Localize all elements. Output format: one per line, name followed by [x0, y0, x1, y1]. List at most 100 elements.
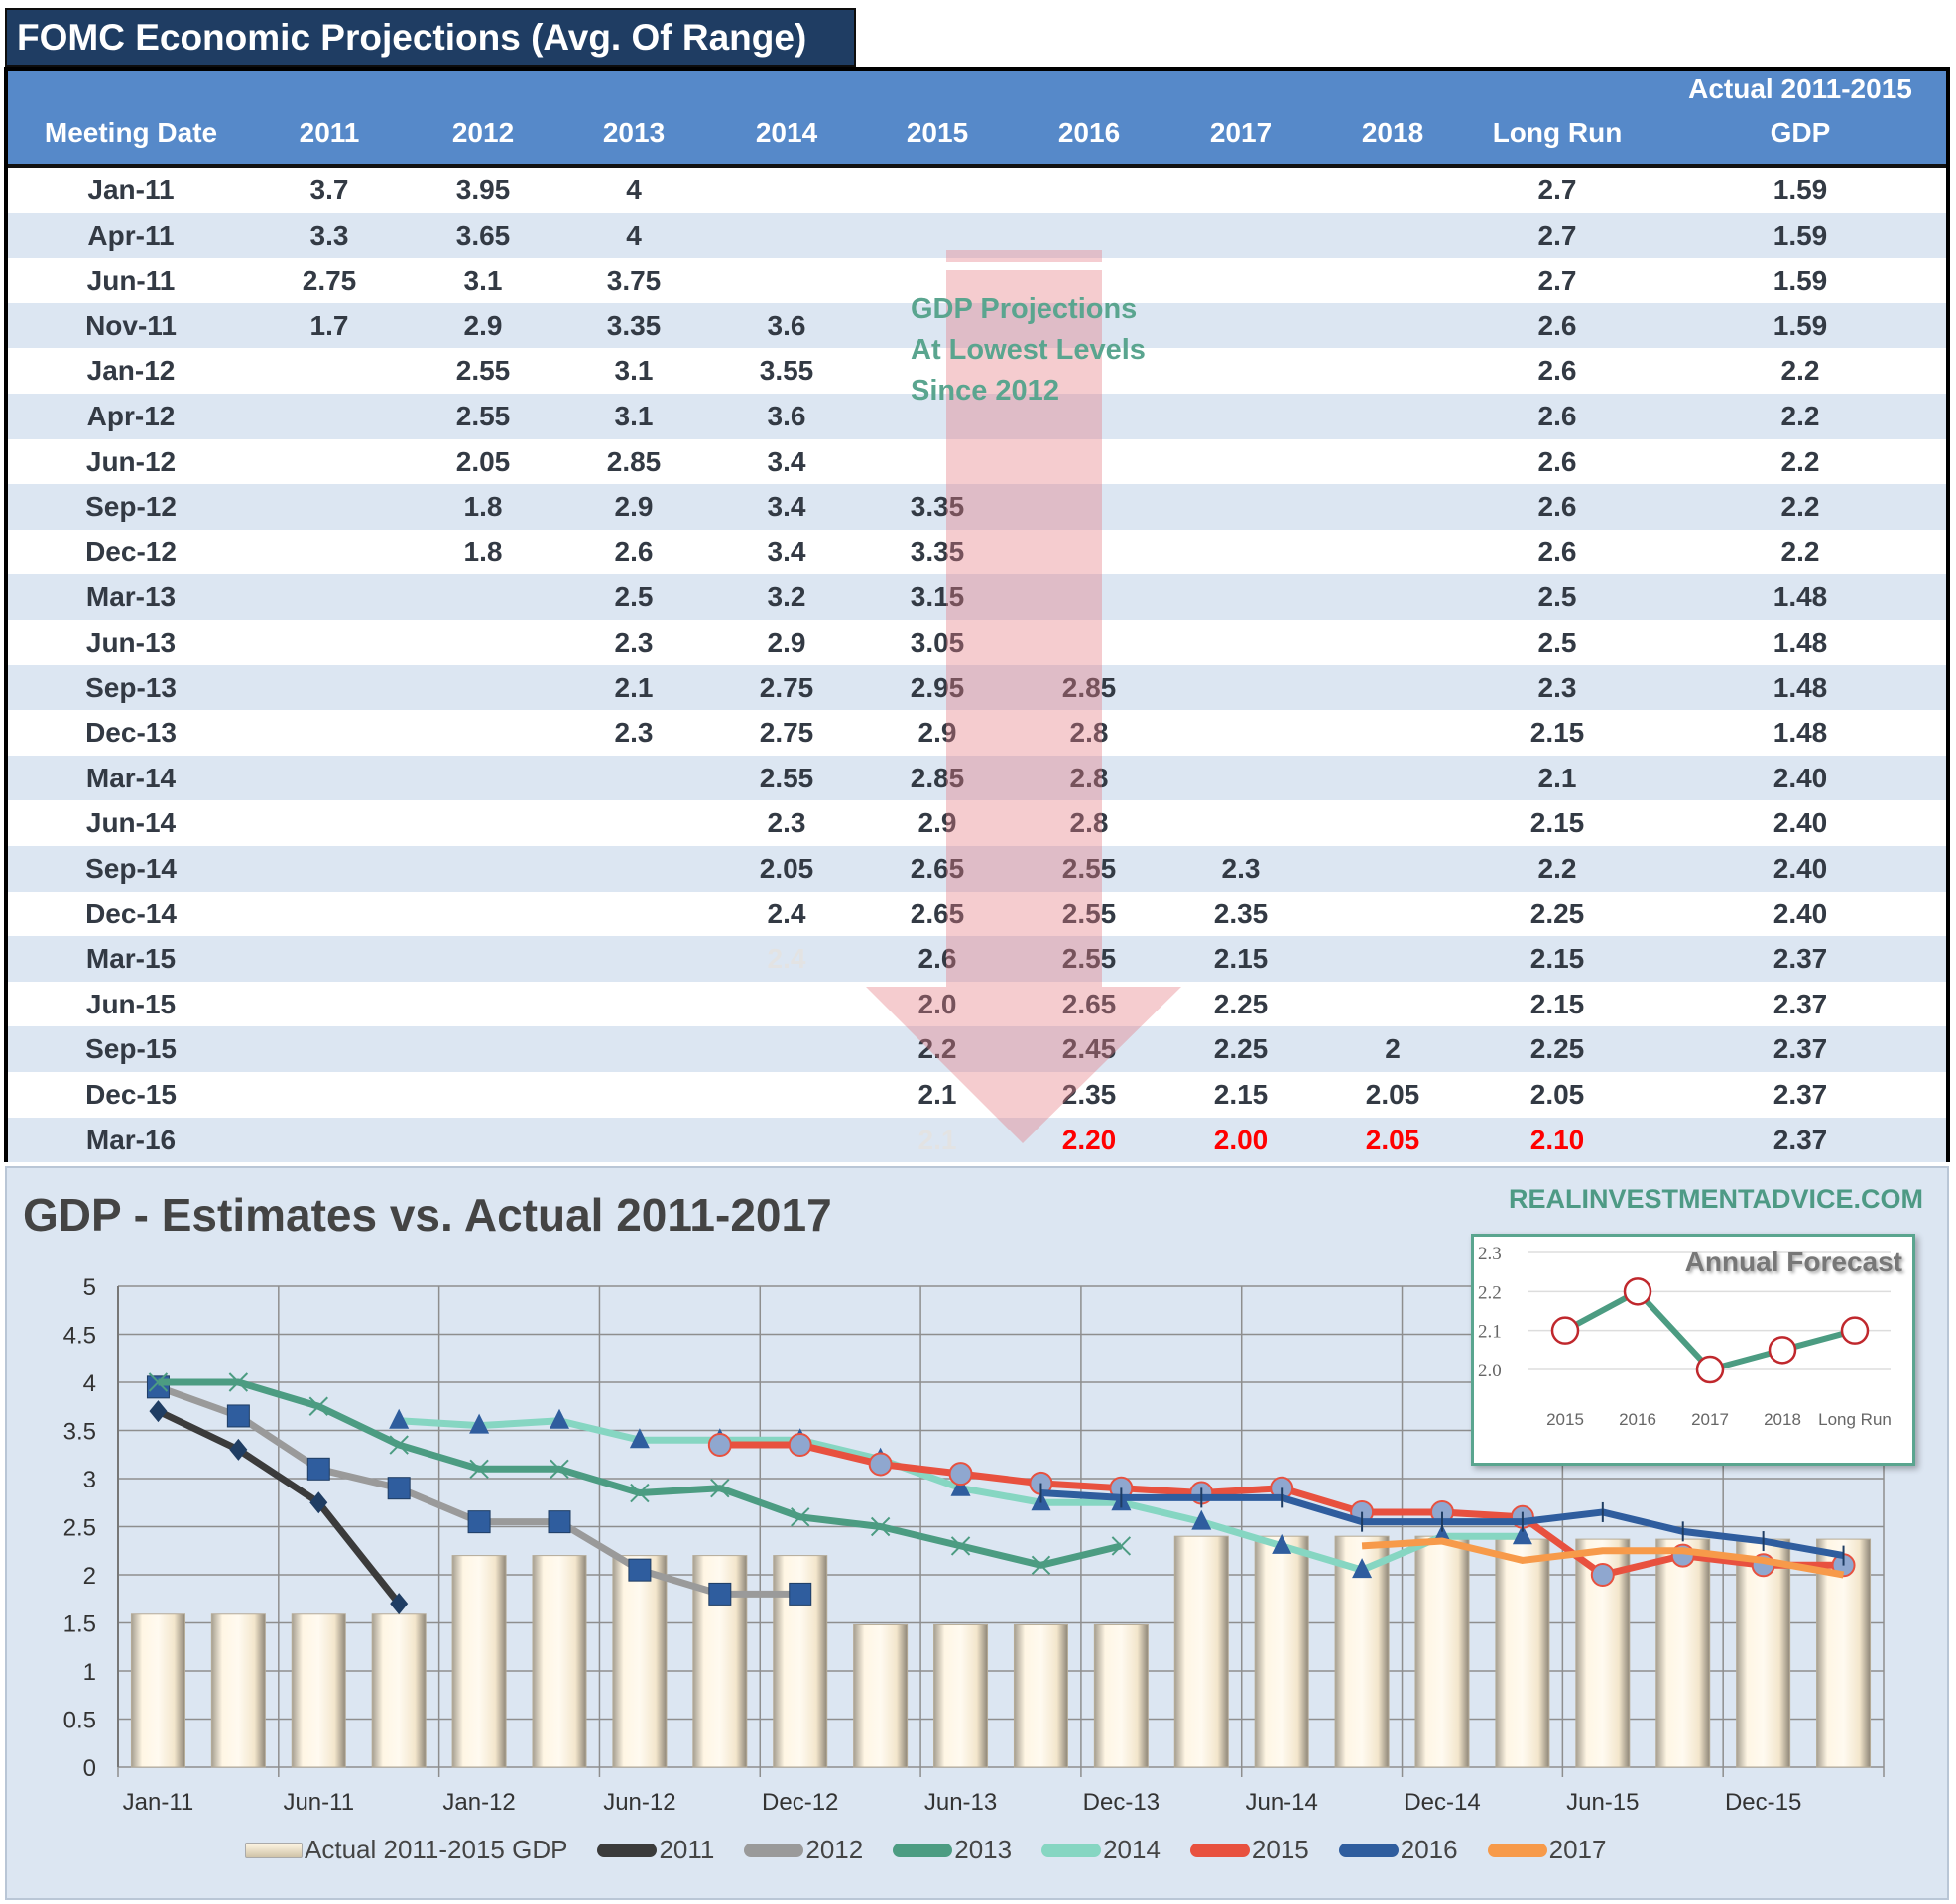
legend-item: 2017 [1487, 1835, 1606, 1865]
meeting-date-cell: Jun-12 [85, 445, 177, 477]
value-cell: 2.55 [1061, 897, 1117, 929]
x-tick-label: Dec-14 [1404, 1789, 1480, 1816]
meeting-date-cell: Mar-16 [85, 1124, 177, 1155]
column-header: 2012 [451, 117, 515, 148]
legend-item: Actual 2011-2015 GDP [245, 1835, 567, 1865]
data-point-2012 [628, 1558, 652, 1582]
legend-item: 2014 [1041, 1835, 1161, 1865]
column-header: 2014 [755, 117, 818, 148]
gdp-bar [1013, 1623, 1068, 1768]
gdp-bar [853, 1623, 909, 1768]
data-point-2012 [226, 1404, 250, 1428]
inset-point [1768, 1336, 1797, 1365]
value-cell: 2.3 [1537, 671, 1577, 703]
meeting-date-cell: Dec-12 [85, 536, 177, 567]
legend-swatch [1338, 1843, 1399, 1857]
data-point-2012 [548, 1510, 571, 1534]
value-cell: 3.05 [910, 627, 965, 657]
table-row: Dec-13 2.3 2.75 2.9 2.8 2.15 1.48 [8, 710, 1946, 756]
table-row: Jun-12 2.05 2.85 3.4 2.6 2.2 [8, 439, 1946, 485]
value-cell: 3.4 [767, 491, 806, 523]
data-point-2014 [469, 1413, 490, 1434]
value-cell: 3.4 [767, 536, 806, 567]
value-cell: 2 [1385, 1033, 1401, 1065]
gdp-bar [1093, 1623, 1149, 1768]
value-cell: 3.75 [606, 265, 662, 297]
data-point-2012 [387, 1477, 411, 1500]
value-cell: 3.6 [767, 401, 806, 431]
table-row: Jun-14 2.3 2.9 2.8 2.15 2.40 [8, 800, 1946, 846]
value-cell: 2.6 [1537, 309, 1577, 341]
table-row: Jun-13 2.3 2.9 3.05 2.5 1.48 [8, 620, 1946, 665]
legend-swatch-bars [245, 1842, 303, 1858]
value-cell: 1.7 [309, 309, 349, 341]
value-cell: 2.15 [1529, 988, 1585, 1019]
gdp-chart-panel: GDP - Estimates vs. Actual 2011-2017 REA… [5, 1166, 1949, 1900]
annotation-line-1: GDP Projections [911, 294, 1138, 325]
y-tick-label: 0.5 [63, 1708, 96, 1734]
value-cell: 2.2 [1780, 401, 1820, 431]
table-row: Jan-12 2.55 3.1 3.55 2.6 2.2 [8, 348, 1946, 394]
value-cell: 2.3 [767, 807, 806, 839]
value-cell: 2.9 [463, 309, 503, 341]
gdp-bar [130, 1613, 185, 1768]
table-row: Jan-11 3.7 3.95 4 2.7 1.59 [8, 168, 1946, 213]
series-line-2017 [1361, 1537, 1845, 1579]
data-point-2013 [791, 1507, 810, 1527]
table-row: Mar-14 2.55 2.85 2.8 2.1 2.40 [8, 755, 1946, 801]
value-cell: 2.37 [1773, 1079, 1828, 1110]
inset-x-label: 2018 [1764, 1410, 1801, 1429]
table-row: Apr-12 2.55 3.1 3.6 2.6 2.2 [8, 394, 1946, 439]
data-point-2014 [1191, 1509, 1212, 1530]
value-cell: 3.1 [614, 401, 654, 431]
meeting-date-cell: Jun-14 [85, 807, 177, 839]
chart-legend: Actual 2011-2015 GDP 2011 2012 2013 2014 2015… [245, 1835, 1606, 1865]
legend-swatch [893, 1843, 953, 1857]
data-point-2011 [229, 1438, 248, 1461]
value-cell: 2.75 [759, 717, 814, 749]
value-cell: 2.37 [1773, 1033, 1828, 1065]
y-tick-label: 2 [83, 1563, 96, 1590]
value-cell: 2.75 [759, 671, 814, 703]
data-point-2013 [469, 1459, 489, 1480]
y-tick-label: 1 [83, 1659, 96, 1686]
table-row: Sep-14 2.05 2.65 2.55 2.3 2.2 2.40 [8, 846, 1946, 892]
value-cell: 4 [626, 219, 642, 251]
value-cell: 2.15 [1213, 943, 1269, 975]
column-header: 2017 [1209, 117, 1273, 148]
value-cell: 2.35 [1061, 1079, 1117, 1110]
value-cell: 2.65 [910, 897, 965, 929]
inset-x-label: 2016 [1619, 1410, 1656, 1429]
value-cell: 2.55 [1061, 853, 1117, 884]
value-cell: 1.8 [463, 491, 503, 523]
inset-point [1840, 1316, 1870, 1345]
value-cell: 2.15 [1529, 943, 1585, 975]
value-cell: 2.2 [1780, 355, 1820, 387]
value-cell: 2.6 [1537, 536, 1577, 567]
gdp-bar [1173, 1535, 1229, 1768]
inset-y-tick: 2.0 [1478, 1361, 1502, 1381]
legend-item: 2012 [744, 1835, 863, 1865]
y-tick-label: 2.5 [63, 1515, 96, 1542]
legend-swatch [1189, 1843, 1250, 1857]
x-tick-label: Jun-13 [924, 1789, 997, 1816]
inset-point [1550, 1316, 1580, 1345]
value-cell: 2.5 [1537, 581, 1577, 613]
gdp-bar [1655, 1538, 1711, 1768]
data-point-2014 [1512, 1524, 1532, 1545]
value-cell: 1.48 [1773, 717, 1828, 749]
value-cell: 1.48 [1773, 627, 1828, 657]
data-point-2013 [1031, 1555, 1051, 1576]
value-cell: 2.55 [455, 401, 511, 431]
value-cell: 2.85 [1061, 671, 1117, 703]
table-row: Apr-11 3.3 3.65 4 2.7 1.59 [8, 212, 1946, 259]
data-point-2014 [629, 1428, 650, 1449]
annotation-line-3: Since 2012 [911, 375, 1059, 407]
value-cell: 2.05 [1365, 1124, 1420, 1155]
value-cell: 2.40 [1773, 853, 1828, 884]
value-cell: 2.55 [759, 762, 814, 793]
x-tick-label: Jan-11 [123, 1789, 194, 1816]
data-point-2013 [1111, 1536, 1132, 1556]
gdp-bar [291, 1613, 346, 1768]
column-header: GDP [1770, 117, 1831, 148]
